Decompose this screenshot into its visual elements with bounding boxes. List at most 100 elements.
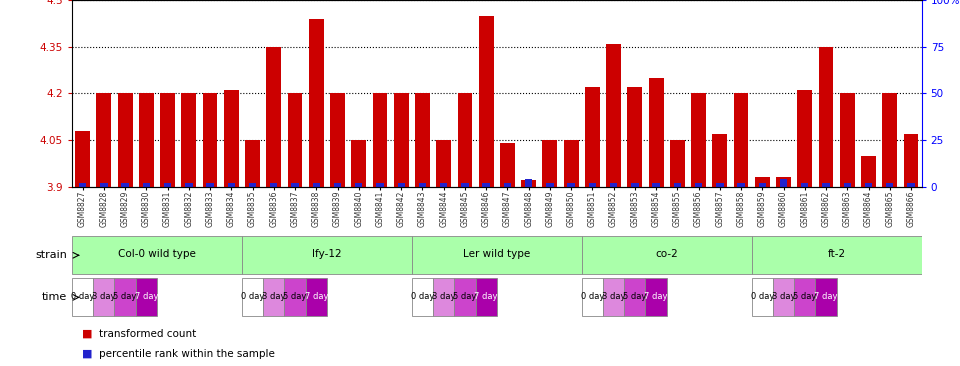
Text: 7 day: 7 day <box>644 292 668 301</box>
Bar <box>475 279 497 316</box>
Bar <box>433 279 454 316</box>
Bar <box>330 93 345 187</box>
Text: strain: strain <box>36 250 67 260</box>
Text: 5 day: 5 day <box>113 292 136 301</box>
Text: 5 day: 5 day <box>283 292 306 301</box>
Bar <box>135 279 157 316</box>
Bar <box>118 93 132 187</box>
Bar <box>351 140 366 187</box>
Bar <box>773 279 794 316</box>
Bar <box>903 134 919 187</box>
Bar <box>815 279 836 316</box>
Bar <box>585 87 600 187</box>
Bar <box>861 156 876 187</box>
Bar <box>372 93 388 187</box>
Bar <box>164 183 171 187</box>
Text: 7 day: 7 day <box>474 292 498 301</box>
Bar <box>582 279 603 316</box>
Text: ■: ■ <box>82 349 92 359</box>
Bar <box>752 236 922 274</box>
Text: 0 day: 0 day <box>411 292 434 301</box>
Bar <box>313 183 320 187</box>
Text: Ler wild type: Ler wild type <box>463 250 531 259</box>
Bar <box>415 93 430 187</box>
Bar <box>75 131 90 187</box>
Bar <box>691 93 706 187</box>
Bar <box>72 236 242 274</box>
Text: 5 day: 5 day <box>453 292 476 301</box>
Bar <box>394 93 409 187</box>
Bar <box>823 183 829 187</box>
Bar <box>670 140 684 187</box>
Bar <box>907 183 915 187</box>
Bar <box>674 183 681 187</box>
Bar <box>801 183 808 187</box>
Bar <box>139 93 154 187</box>
Text: Col-0 wild type: Col-0 wild type <box>118 250 196 259</box>
Bar <box>865 183 873 187</box>
Bar <box>653 183 660 187</box>
Bar <box>185 183 193 187</box>
Text: ■: ■ <box>82 329 92 339</box>
Bar <box>628 87 642 187</box>
Bar <box>100 183 108 187</box>
Bar <box>479 15 493 187</box>
Bar <box>733 93 749 187</box>
Bar <box>504 183 511 187</box>
Bar <box>546 183 554 187</box>
Bar <box>412 236 582 274</box>
Text: 7 day: 7 day <box>814 292 838 301</box>
Text: 0 day: 0 day <box>581 292 604 301</box>
Bar <box>412 279 433 316</box>
Text: ft-2: ft-2 <box>828 250 846 259</box>
Bar <box>203 93 218 187</box>
Bar <box>96 93 111 187</box>
Text: 3 day: 3 day <box>432 292 455 301</box>
Bar <box>266 47 281 187</box>
Bar <box>397 183 405 187</box>
Bar <box>844 183 851 187</box>
Bar <box>794 279 815 316</box>
Bar <box>752 279 773 316</box>
Text: 0 day: 0 day <box>751 292 774 301</box>
Text: co-2: co-2 <box>656 250 678 259</box>
Bar <box>93 279 114 316</box>
Bar <box>206 183 214 187</box>
Bar <box>603 279 624 316</box>
Bar <box>181 93 196 187</box>
Text: 3 day: 3 day <box>92 292 115 301</box>
Bar <box>886 183 894 187</box>
Text: 0 day: 0 day <box>241 292 264 301</box>
Bar <box>458 93 472 187</box>
Bar <box>440 183 447 187</box>
Bar <box>649 78 663 187</box>
Bar <box>521 180 536 187</box>
Bar <box>840 93 854 187</box>
Bar <box>737 183 745 187</box>
Bar <box>645 279 666 316</box>
Bar <box>114 279 135 316</box>
Text: 3 day: 3 day <box>772 292 795 301</box>
Bar <box>755 178 770 187</box>
Bar <box>245 140 260 187</box>
Text: percentile rank within the sample: percentile rank within the sample <box>99 349 275 359</box>
Bar <box>780 179 787 187</box>
Bar <box>582 236 752 274</box>
Text: time: time <box>42 292 67 302</box>
Bar <box>564 140 579 187</box>
Bar <box>249 183 256 187</box>
Bar <box>758 183 766 187</box>
Bar <box>500 143 515 187</box>
Text: 0 day: 0 day <box>71 292 94 301</box>
Bar <box>224 90 239 187</box>
Bar <box>525 179 533 187</box>
Bar <box>454 279 475 316</box>
Bar <box>606 44 621 187</box>
Bar <box>712 134 728 187</box>
Bar <box>695 183 703 187</box>
Text: 7 day: 7 day <box>134 292 158 301</box>
Bar <box>79 183 86 187</box>
Bar <box>376 183 384 187</box>
Bar <box>631 183 638 187</box>
Bar <box>819 47 833 187</box>
